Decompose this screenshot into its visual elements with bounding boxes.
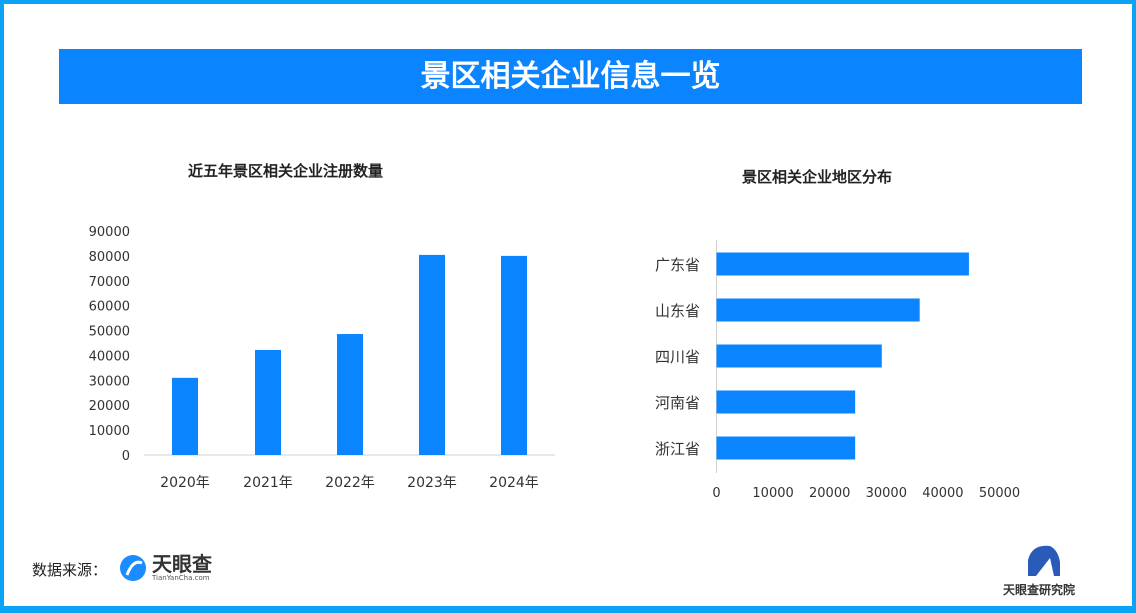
- x-tick-label: 2021年: [243, 475, 293, 491]
- x-tick-label: 0: [712, 486, 720, 501]
- y-tick-label: 10000: [89, 424, 130, 439]
- bar-2020年: [172, 377, 198, 455]
- bar-河南省: [716, 390, 856, 414]
- y-tick-label: 60000: [89, 300, 130, 315]
- institute-name: 天眼查研究院: [1003, 583, 1076, 597]
- bar-2024年: [501, 255, 527, 455]
- y-tick-label: 30000: [89, 374, 130, 389]
- x-tick-label: 30000: [866, 486, 907, 501]
- logo-name: 天眼查: [152, 552, 212, 576]
- x-tick-label: 50000: [979, 486, 1020, 501]
- y-tick-label: 70000: [89, 275, 130, 290]
- y-tick-label: 广东省: [655, 256, 700, 274]
- y-tick-label: 90000: [89, 225, 130, 240]
- institute-logo-icon: [1028, 545, 1060, 576]
- y-tick-label: 四川省: [655, 348, 700, 366]
- bar-浙江省: [716, 436, 856, 460]
- x-tick-label: 2022年: [325, 475, 375, 491]
- bar-2022年: [337, 334, 363, 455]
- right-chart-title: 景区相关企业地区分布: [742, 168, 893, 186]
- logo-url: TianYanCha.com: [152, 574, 210, 582]
- x-tick-label: 2023年: [407, 475, 457, 491]
- x-tick-label: 10000: [752, 486, 793, 501]
- y-tick-label: 20000: [89, 399, 130, 414]
- bar-四川省: [716, 344, 882, 368]
- y-tick-label: 40000: [89, 349, 130, 364]
- page-title: 景区相关企业信息一览: [59, 49, 1082, 104]
- x-tick-label: 2020年: [160, 475, 210, 491]
- tianyancha-logo: 天眼查 TianYanCha.com: [118, 553, 212, 583]
- x-tick-label: 2024年: [489, 475, 539, 491]
- x-tick-label: 20000: [809, 486, 850, 501]
- y-tick-label: 浙江省: [655, 440, 700, 458]
- bar-山东省: [716, 298, 920, 322]
- bar-2023年: [419, 254, 445, 455]
- y-tick-label: 河南省: [655, 394, 700, 412]
- y-tick-label: 80000: [89, 250, 130, 265]
- y-tick-label: 山东省: [655, 302, 700, 320]
- y-tick-label: 0: [122, 449, 130, 464]
- y-tick-label: 50000: [89, 325, 130, 340]
- x-tick-label: 40000: [922, 486, 963, 501]
- bar-广东省: [716, 252, 969, 276]
- tianyancha-logo-icon: [120, 555, 146, 581]
- bar-2021年: [255, 349, 281, 455]
- left-chart-title: 近五年景区相关企业注册数量: [188, 162, 384, 180]
- source-label: 数据来源：: [32, 561, 108, 579]
